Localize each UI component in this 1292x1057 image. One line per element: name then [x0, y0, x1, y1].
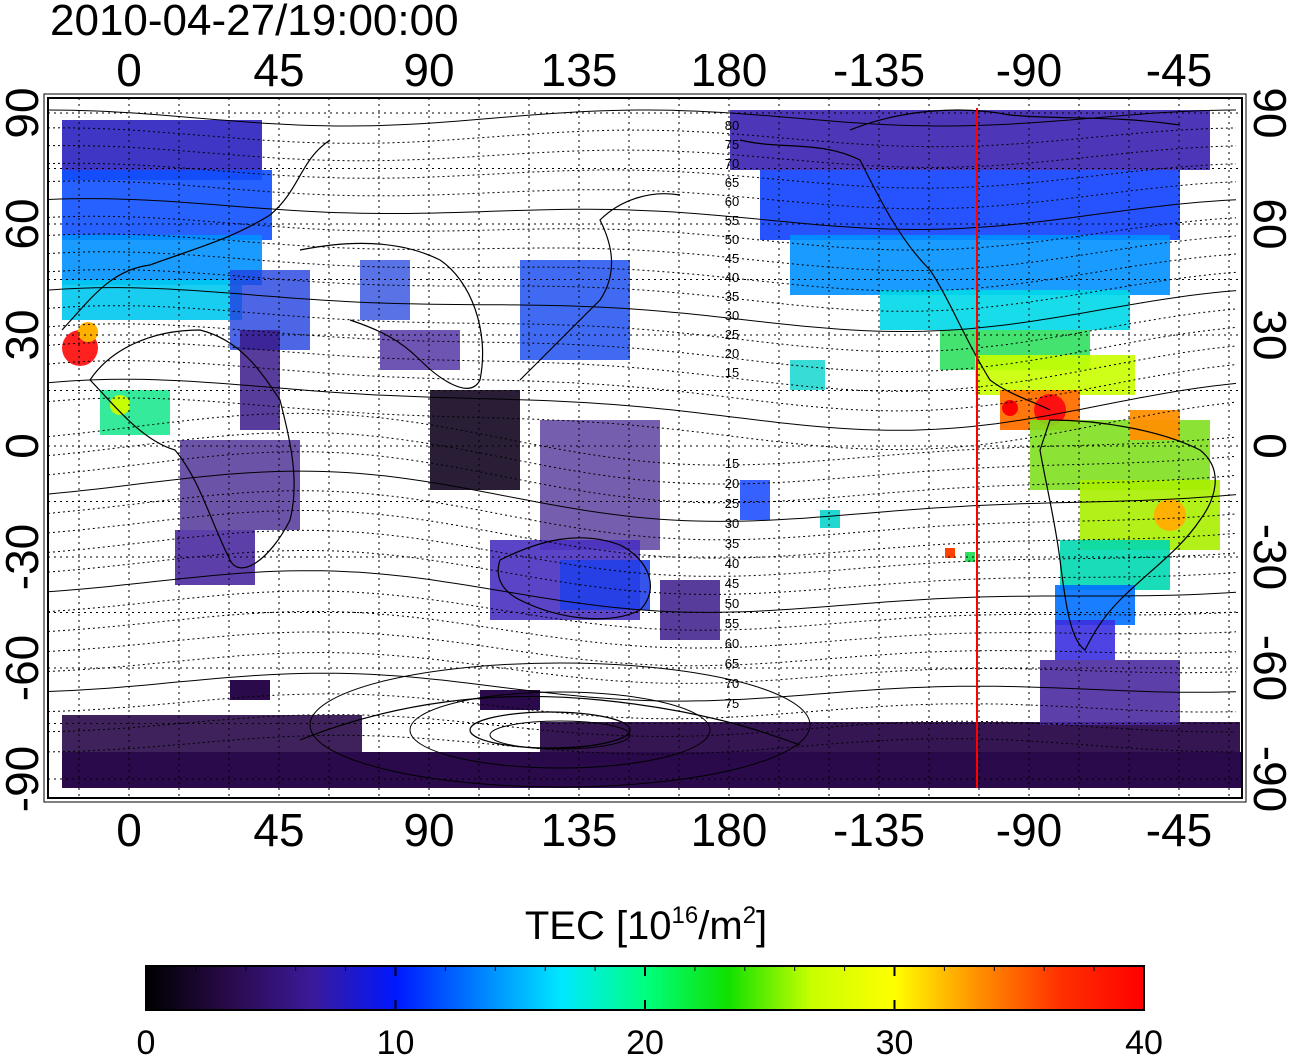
lat-tick-right-0: 90 [1244, 87, 1292, 138]
mlat-label-south-10: 65 [725, 656, 739, 671]
mlat-label-south-5: 40 [725, 556, 739, 571]
colorbar-title: TEC [1016/m2] [0, 902, 1292, 949]
lat-tick-left-3: 0 [0, 433, 48, 459]
mlat-label-south-0: 15 [725, 456, 739, 471]
lon-tick-top-3: 135 [541, 44, 618, 96]
lat-tick-right-3: 0 [1244, 433, 1292, 459]
mlat-label-south-2: 25 [725, 496, 739, 511]
mlat-label-north-6: 50 [725, 232, 739, 247]
map-outer-frame [43, 93, 1247, 803]
lon-tick-top-2: 90 [403, 44, 454, 96]
lon-tick-top-1: 45 [253, 44, 304, 96]
lat-tick-left-2: 30 [0, 309, 48, 360]
mlat-label-north-9: 35 [725, 289, 739, 304]
lon-tick-bottom-4: 180 [691, 804, 768, 856]
mlat-label-north-13: 15 [725, 365, 739, 380]
lat-tick-left-6: -90 [0, 746, 48, 812]
lon-tick-top-4: 180 [691, 44, 768, 96]
map-frame [47, 97, 1243, 799]
colorbar-title-main: TEC [10 [524, 904, 672, 948]
mlat-label-north-0: 80 [725, 118, 739, 133]
mlat-label-north-10: 30 [725, 308, 739, 323]
colorbar-tick-1: 10 [377, 1024, 415, 1057]
lon-tick-bottom-5: -135 [833, 804, 925, 856]
colorbar-tick-3: 30 [876, 1024, 914, 1057]
lon-tick-bottom-1: 45 [253, 804, 304, 856]
mlat-label-south-1: 20 [725, 476, 739, 491]
lat-tick-left-0: 90 [0, 87, 48, 138]
mlat-label-north-3: 65 [725, 175, 739, 190]
lon-tick-top-6: -90 [996, 44, 1062, 96]
colorbar-title-exponent-2: 2 [742, 902, 757, 929]
mlat-label-north-7: 45 [725, 251, 739, 266]
lat-tick-left-4: -30 [0, 524, 48, 590]
colorbar-title-unit: /m [698, 904, 743, 948]
mlat-label-south-4: 35 [725, 536, 739, 551]
magnetic-latitude-labels: 80 75 70 65 60 55 50 45 40 35 30 25 20 15 15 20 25 30 35 40… [725, 118, 739, 711]
mlat-label-north-2: 70 [725, 156, 739, 171]
mlat-label-south-6: 45 [725, 576, 739, 591]
lat-tick-right-1: 60 [1244, 198, 1292, 249]
mlat-label-south-8: 55 [725, 616, 739, 631]
lat-tick-right-5: -60 [1244, 635, 1292, 701]
tec-data-layer [62, 110, 1242, 788]
mlat-label-north-5: 55 [725, 213, 739, 228]
lon-tick-top-5: -135 [833, 44, 925, 96]
mlat-label-south-9: 60 [725, 636, 739, 651]
colorbar-tick-0: 0 [137, 1024, 156, 1057]
colorbar-title-end: ] [756, 904, 768, 948]
longitude-ticks-bottom: 0 45 90 135 180 -135 -90 -45 [116, 804, 1212, 856]
mlat-label-north-12: 20 [725, 346, 739, 361]
colorbar-title-exponent-1: 16 [671, 902, 699, 929]
lon-tick-bottom-3: 135 [541, 804, 618, 856]
graticule [48, 98, 1242, 798]
colorbar-tick-2: 20 [626, 1024, 664, 1057]
lon-tick-bottom-6: -90 [996, 804, 1062, 856]
mlat-label-north-11: 25 [725, 327, 739, 342]
mlat-label-north-8: 40 [725, 270, 739, 285]
lon-tick-bottom-0: 0 [116, 804, 142, 856]
lat-tick-right-2: 30 [1244, 309, 1292, 360]
coastlines [61, 109, 1216, 749]
mlat-label-south-7: 50 [725, 596, 739, 611]
lon-tick-bottom-2: 90 [403, 804, 454, 856]
lat-tick-right-4: -30 [1244, 524, 1292, 590]
colorbar-ticks: 0 10 20 30 40 [137, 966, 1163, 1057]
mlat-label-north-1: 75 [725, 137, 739, 152]
latitude-ticks-left: 90 60 30 0 -30 -60 -90 [0, 87, 48, 812]
lat-tick-right-6: -90 [1244, 746, 1292, 812]
lat-tick-left-5: -60 [0, 635, 48, 701]
lat-tick-left-1: 60 [0, 198, 48, 249]
magnetic-latitude-contours [48, 109, 1237, 788]
lon-tick-top-7: -45 [1146, 44, 1212, 96]
colorbar-tick-4: 40 [1125, 1024, 1163, 1057]
mlat-label-south-3: 30 [725, 516, 739, 531]
latitude-ticks-right: 90 60 30 0 -30 -60 -90 [1244, 87, 1292, 812]
lon-tick-bottom-7: -45 [1146, 804, 1212, 856]
mlat-label-south-11: 70 [725, 676, 739, 691]
mlat-label-north-4: 60 [725, 194, 739, 209]
mlat-label-south-12: 75 [725, 696, 739, 711]
lon-tick-top-0: 0 [116, 44, 142, 96]
longitude-ticks-top: 0 45 90 135 180 -135 -90 -45 [116, 44, 1212, 96]
map-title: 2010-04-27/19:00:00 [50, 0, 459, 45]
